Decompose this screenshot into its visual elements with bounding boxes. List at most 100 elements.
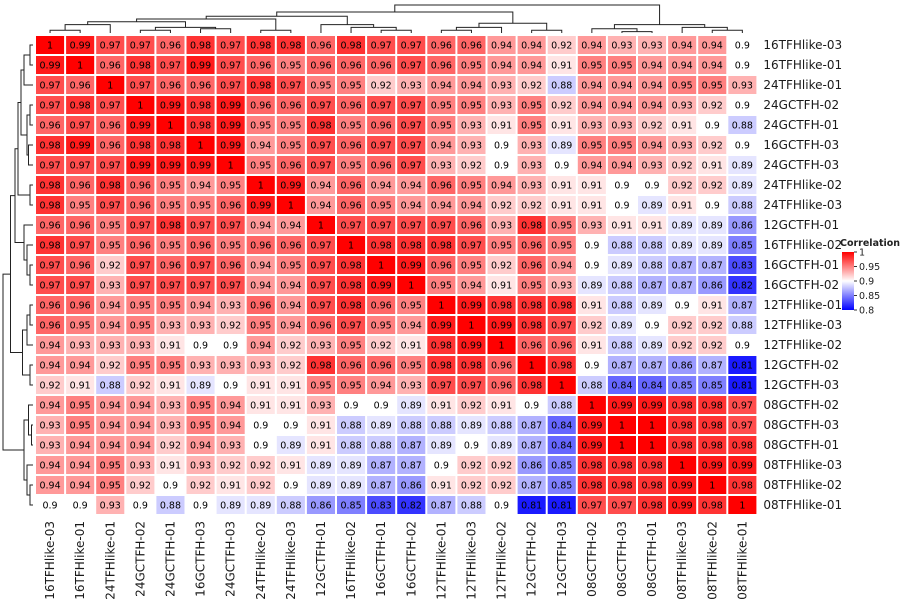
heatmap-cell [246, 36, 275, 54]
cell-value-label: 0.96 [461, 41, 482, 52]
cell-value-label: 0.94 [521, 61, 542, 72]
heatmap-cell [186, 336, 215, 354]
heatmap-cell [728, 436, 757, 454]
heatmap-cell [66, 216, 95, 234]
heatmap-cell [728, 276, 757, 294]
heatmap-cell [276, 196, 305, 214]
cell-value-label: 0.92 [491, 201, 512, 212]
cell-value-label: 0.95 [611, 141, 632, 152]
heatmap-cell [156, 236, 185, 254]
heatmap-cell [306, 156, 335, 174]
cell-value-label: 0.91 [702, 301, 723, 312]
cell-value-label: 0.97 [39, 161, 60, 172]
heatmap-cell [427, 296, 456, 314]
cell-value-label: 0.93 [190, 361, 211, 372]
heatmap-cell [517, 216, 546, 234]
column-label: 12TFHlike-02 [495, 521, 509, 600]
heatmap-cell [728, 396, 757, 414]
heatmap-cell [577, 416, 606, 434]
cell-value-label: 0.95 [160, 241, 181, 252]
cell-value-label: 0.97 [100, 161, 121, 172]
cell-value-label: 0.89 [250, 501, 271, 512]
heatmap-cell [216, 316, 245, 334]
heatmap-cell [698, 196, 727, 214]
heatmap-cell [427, 336, 456, 354]
heatmap-cell [427, 156, 456, 174]
cell-value-label: 0.95 [401, 361, 422, 372]
column-label: 08TFHlike-02 [705, 521, 719, 600]
cell-value-label: 0.94 [39, 461, 60, 472]
row-label: 08GCTFH-02 [763, 398, 839, 412]
cell-value-label: 0.94 [190, 301, 211, 312]
heatmap-cell [487, 216, 516, 234]
row-label: 16GCTFH-02 [763, 278, 839, 292]
heatmap-cell [337, 236, 366, 254]
cell-value-label: 0.95 [70, 421, 91, 432]
cell-value-label: 0.98 [551, 361, 572, 372]
cell-value-label: 0.92 [130, 481, 151, 492]
heatmap-cell [487, 496, 516, 514]
cell-value-label: 0.94 [491, 41, 512, 52]
heatmap-cell [186, 376, 215, 394]
heatmap-cell [457, 276, 486, 294]
heatmap-cell [66, 336, 95, 354]
heatmap-cell [276, 336, 305, 354]
cell-value-label: 0.98 [340, 281, 361, 292]
heatmap-cell [337, 96, 366, 114]
heatmap-cell [457, 76, 486, 94]
cell-value-label: 0.89 [340, 481, 361, 492]
cell-value-label: 0.91 [401, 341, 422, 352]
cell-value-label: 0.93 [641, 161, 662, 172]
cell-value-label: 0.93 [461, 141, 482, 152]
cell-value-label: 0.92 [160, 441, 181, 452]
heatmap-cell [487, 176, 516, 194]
cell-value-label: 0.99 [39, 61, 60, 72]
cell-value-label: 0.99 [641, 401, 662, 412]
cell-value-label: 0.81 [521, 501, 542, 512]
cell-value-label: 0.86 [702, 281, 723, 292]
heatmap-cell [607, 396, 636, 414]
heatmap-cell [577, 336, 606, 354]
cell-value-label: 0.92 [551, 101, 572, 112]
heatmap-cell [186, 56, 215, 74]
heatmap-cell [246, 76, 275, 94]
heatmap-cell [367, 376, 396, 394]
cell-value-label: 0.92 [461, 401, 482, 412]
dendrogram-branch [531, 29, 563, 33]
heatmap-cell [427, 56, 456, 74]
heatmap-cell [186, 196, 215, 214]
cell-value-label: 0.97 [401, 221, 422, 232]
heatmap-cell [156, 356, 185, 374]
cell-value-label: 0.89 [310, 481, 331, 492]
cell-value-label: 0.92 [491, 261, 512, 272]
heatmap-cell [126, 196, 155, 214]
cell-value-label: 0.94 [611, 81, 632, 92]
cell-value-label: 0.93 [521, 141, 542, 152]
cell-value-label: 0.93 [100, 501, 121, 512]
heatmap-cell [246, 336, 275, 354]
heatmap-cell [487, 416, 516, 434]
cell-value-label: 0.91 [551, 121, 572, 132]
cell-value-label: 0.96 [280, 161, 301, 172]
dendrogram-branch [394, 4, 661, 25]
cell-value-label: 0.92 [491, 481, 512, 492]
cell-value-label: 0.95 [100, 461, 121, 472]
cell-value-label: 0.98 [190, 121, 211, 132]
heatmap-cell [337, 56, 366, 74]
heatmap-cell [638, 176, 667, 194]
heatmap-cell [186, 356, 215, 374]
cell-value-label: 0.99 [70, 141, 91, 152]
cell-value-label: 0.95 [160, 301, 181, 312]
cell-value-label: 0.97 [732, 401, 753, 412]
cell-value-label: 0.91 [611, 221, 632, 232]
heatmap-cell [698, 216, 727, 234]
heatmap-cell [607, 356, 636, 374]
cell-value-label: 0.99 [401, 261, 422, 272]
heatmap-cell [337, 176, 366, 194]
heatmap-cell [66, 296, 95, 314]
cell-value-label: 0.98 [702, 401, 723, 412]
heatmap-cell [517, 496, 546, 514]
heatmap-cell [698, 316, 727, 334]
cell-value-label: 0.89 [641, 201, 662, 212]
column-label: 16GCTFH-03 [194, 521, 208, 597]
